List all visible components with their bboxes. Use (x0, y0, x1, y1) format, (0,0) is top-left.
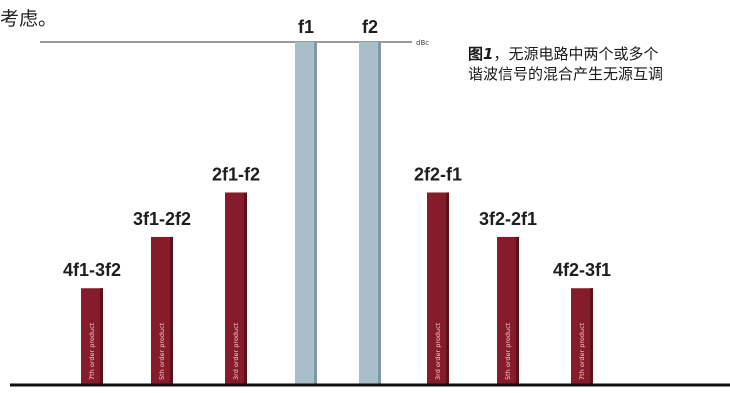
bar-label-3f2-2f1: 3f2-2f1 (479, 209, 537, 229)
bar-edge-shade (314, 42, 317, 384)
figure-caption: 图1，无源电路中两个或多个 谐波信号的混合产生无源互调 (468, 44, 730, 84)
bar-label-2f1-f2: 2f1-f2 (212, 164, 260, 184)
bar-edge-shade (244, 192, 247, 384)
product-bar-2f2-f1 (427, 192, 449, 384)
bar-label-4f2-3f1: 4f2-3f1 (553, 260, 611, 280)
product-bar-3f2-2f1 (497, 236, 519, 384)
order-label-3f2-2f1: 5th order product (504, 322, 512, 380)
order-label-2f1-f2: 3rd order product (232, 322, 240, 380)
bar-edge-shade (100, 288, 103, 384)
product-bar-3f1-2f2 (151, 236, 173, 384)
order-label-3f1-2f2: 5th order product (158, 322, 166, 380)
caption-text-1: ，无源电路中两个或多个 (493, 45, 659, 63)
bar-label-3f1-2f2: 3f1-2f2 (133, 209, 191, 229)
product-bar-4f2-3f1 (571, 288, 593, 384)
caption-line-2: 谐波信号的混合产生无源互调 (468, 65, 664, 83)
carrier-bar-f1 (295, 42, 317, 384)
caption-line-1: 图1，无源电路中两个或多个 (468, 44, 730, 64)
bar-group-2f1-f2: 2f1-f2 3rd order product (212, 164, 260, 384)
bar-group-f2: f2 (359, 17, 381, 384)
product-bar-2f1-f2 (225, 192, 247, 384)
bar-edge-shade (590, 288, 593, 384)
caption-figure-number: 1 (483, 45, 494, 63)
bar-edge-shade (446, 192, 449, 384)
order-label-2f2-f1: 3rd order product (434, 322, 442, 380)
preceding-text: 考虑。 (0, 8, 58, 30)
caption-figure-word: 图 (468, 45, 484, 63)
product-bar-4f1-3f2 (81, 288, 103, 384)
bar-group-3f1-2f2: 3f1-2f2 5th order product (133, 209, 191, 384)
carrier-bar-f2 (359, 42, 381, 384)
bar-group-4f2-3f1: 4f2-3f1 7th order product (553, 260, 611, 384)
bar-group-4f1-3f2: 4f1-3f2 7th order product (63, 260, 121, 384)
bar-group-f1: f1 (295, 17, 317, 384)
bar-label-f2: f2 (362, 17, 378, 37)
bar-label-4f1-3f2: 4f1-3f2 (63, 260, 121, 280)
order-label-4f2-3f1: 7th order product (578, 322, 586, 380)
bar-label-f1: f1 (298, 17, 314, 37)
order-label-4f1-3f2: 7th order product (88, 322, 96, 380)
bar-group-2f2-f1: 2f2-f1 3rd order product (414, 164, 462, 384)
bar-group-3f2-2f1: 3f2-2f1 5th order product (479, 209, 537, 384)
bar-edge-shade (378, 42, 381, 384)
bars-layer: 4f1-3f2 7th order product 3f1-2f2 5th order… (63, 17, 611, 384)
bar-edge-shade (516, 236, 519, 384)
bar-edge-shade (170, 236, 173, 384)
bar-label-2f2-f1: 2f2-f1 (414, 164, 462, 184)
reference-line-label: dBc (416, 39, 429, 47)
